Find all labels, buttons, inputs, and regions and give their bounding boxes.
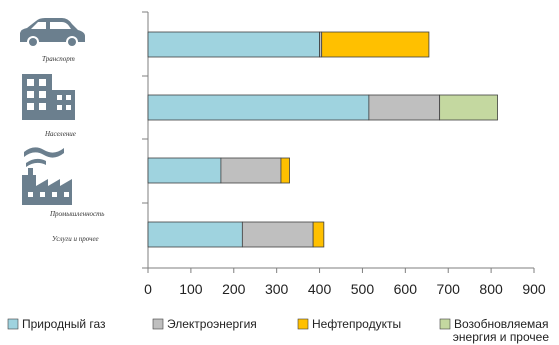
bar-segment [368, 94, 441, 121]
x-tick-label: 500 [351, 281, 375, 297]
bar-segment [241, 221, 314, 248]
legend-item: Нефтепродукты [297, 317, 401, 331]
x-tick-label: 600 [394, 281, 418, 297]
legend-label: Электроэнергия [167, 317, 257, 331]
bar-segment [321, 31, 430, 58]
x-tick-label: 0 [144, 281, 152, 297]
legend-item: Природный газ [7, 317, 106, 331]
bar-segment [312, 221, 325, 248]
x-tick-label: 100 [179, 281, 203, 297]
car-icon [20, 18, 85, 48]
bar-segment [280, 157, 290, 184]
x-tick-label: 800 [479, 281, 503, 297]
x-tick-label: 900 [522, 281, 546, 297]
legend-swatch [297, 318, 309, 330]
x-tick-label: 200 [222, 281, 246, 297]
category-label: Транспорт [42, 55, 75, 63]
legend-swatch [439, 318, 451, 330]
legend: Природный газ Электроэнергия Нефтепродукты… [7, 317, 550, 344]
category-label: Население [44, 130, 76, 138]
legend-label: Нефтепродукты [312, 317, 401, 331]
legend-item: Электроэнергия [152, 317, 257, 331]
legend-swatch [7, 318, 19, 330]
legend-label: Природный газ [22, 317, 106, 331]
legend-swatch [152, 318, 164, 330]
legend-label: энергия и прочее [453, 330, 550, 344]
bars [142, 11, 498, 269]
x-ticks: 0 100 200 300 400 500 600 700 800 900 [144, 268, 546, 297]
factory-icon [22, 147, 72, 205]
bar-segment [147, 221, 243, 248]
bar-segment [147, 31, 320, 58]
bar-segment [439, 94, 498, 121]
apartment-buildings-icon [22, 74, 75, 120]
x-tick-label: 400 [308, 281, 332, 297]
bar-segment [220, 157, 282, 184]
category-label: Услуги и прочее [52, 235, 99, 243]
x-tick-label: 300 [265, 281, 289, 297]
bar-segment [147, 94, 370, 121]
x-tick-label: 700 [437, 281, 461, 297]
bar-segment [147, 157, 222, 184]
category-label: Промышленность [49, 210, 104, 218]
legend-label: Возобновляемая [454, 317, 548, 331]
